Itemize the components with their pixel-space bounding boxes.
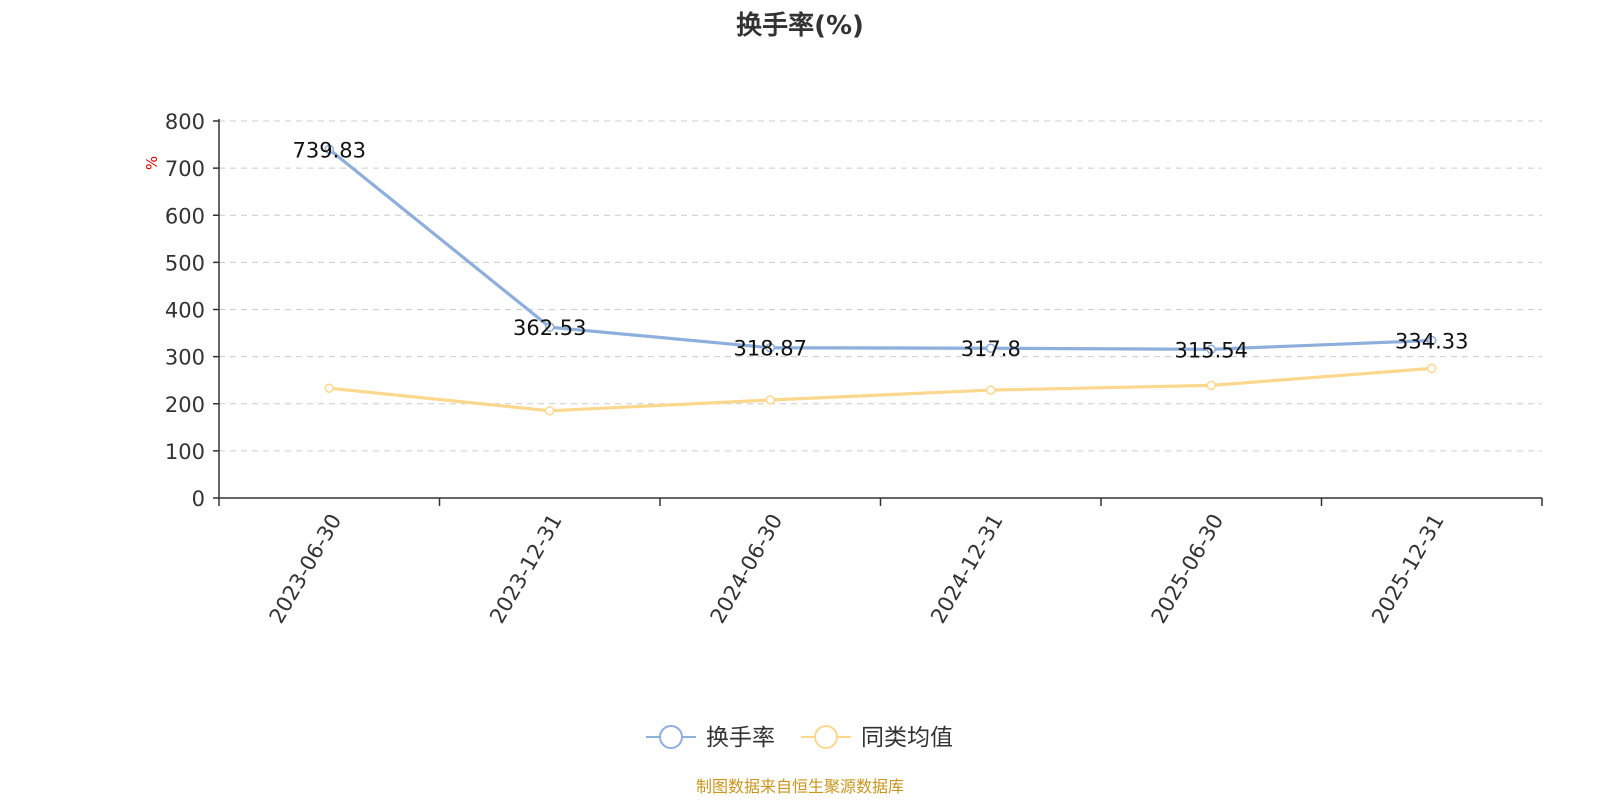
legend-label: 同类均值 [861, 725, 953, 751]
y-tick-label: 800 [165, 110, 205, 134]
series-line-peer-average [329, 366, 1432, 413]
data-label: 318.87 [734, 337, 807, 361]
y-tick-label: 600 [165, 204, 205, 228]
y-tick-label: 500 [165, 251, 205, 275]
data-point [324, 144, 334, 155]
data-point [1427, 363, 1437, 374]
data-point [765, 395, 775, 405]
y-tick-label: 700 [165, 157, 205, 181]
x-tick-label: 2025-06-30 [1147, 510, 1229, 628]
legend[interactable]: 换手率 同类均值 [646, 725, 953, 751]
data-point [765, 342, 775, 353]
y-axis-unit-label: % [143, 156, 161, 170]
axes: 0 100 200 300 400 500 600 700 800 2023-06-30 2023-… [165, 110, 1543, 628]
data-point [545, 322, 555, 332]
data-label: 317.8 [961, 337, 1021, 361]
x-tick-label: 2023-06-30 [265, 510, 347, 628]
grid-lines [219, 120, 1542, 452]
legend-marker-icon [659, 725, 683, 749]
data-label: 362.53 [513, 316, 586, 340]
y-tick-label: 100 [165, 440, 205, 464]
y-tick-label: 0 [192, 487, 205, 511]
data-point [545, 406, 555, 416]
data-point [986, 385, 996, 395]
chart-title: 换手率(%) [736, 10, 864, 41]
x-tick-label: 2023-12-31 [485, 510, 567, 628]
data-point [1206, 380, 1216, 391]
series-lines [324, 144, 1437, 416]
data-labels: 739.83 362.53 318.87 317.8 315.54 334.33 [293, 138, 1469, 362]
data-label: 334.33 [1395, 329, 1468, 353]
x-tick-label: 2024-12-31 [926, 510, 1008, 628]
legend-item-peer-average[interactable]: 同类均值 [801, 725, 953, 751]
series-line-turnover [328, 148, 1432, 351]
data-point [324, 383, 334, 393]
y-tick-label: 200 [165, 393, 205, 417]
legend-marker-icon [814, 725, 838, 749]
data-point [1206, 344, 1216, 355]
data-point [986, 343, 996, 353]
legend-label: 换手率 [706, 725, 775, 751]
data-point [1427, 335, 1437, 346]
x-tick-label: 2024-06-30 [706, 510, 788, 628]
legend-item-turnover[interactable]: 换手率 [646, 725, 775, 751]
data-label: 739.83 [293, 138, 366, 162]
y-tick-label: 300 [165, 346, 205, 370]
source-note: 制图数据来自恒生聚源数据库 [696, 777, 904, 796]
data-label: 315.54 [1175, 338, 1248, 362]
x-tick-label: 2025-12-31 [1367, 510, 1449, 628]
y-tick-label: 400 [165, 299, 205, 323]
